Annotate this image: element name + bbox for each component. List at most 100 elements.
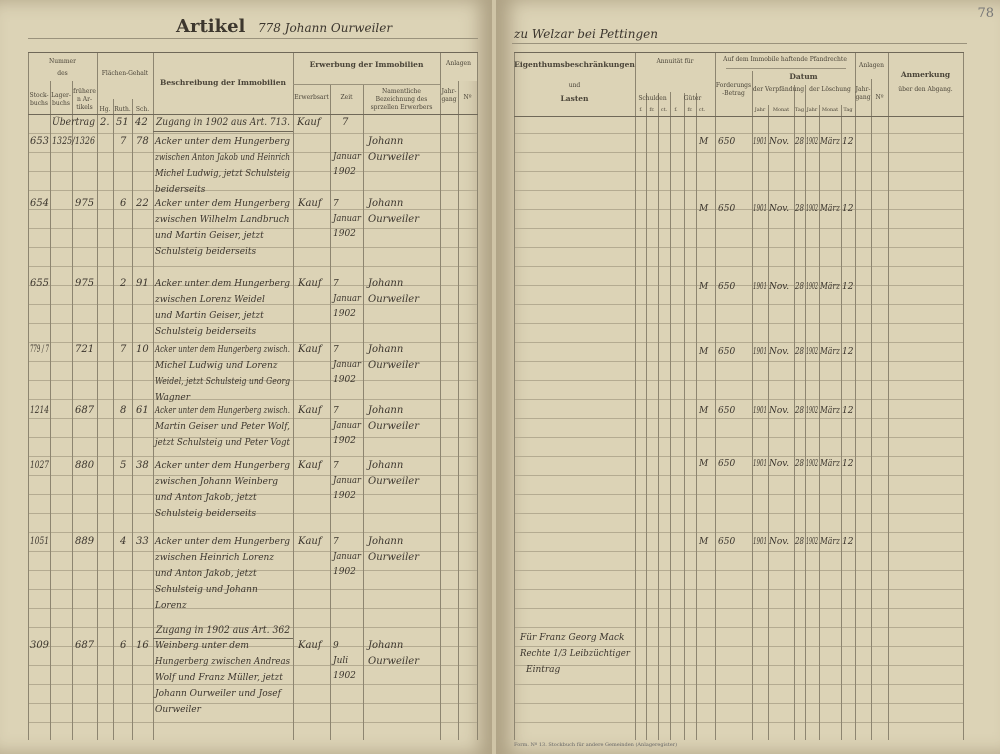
ruled-line: [28, 456, 478, 457]
mortgage-l-monat: März: [820, 347, 841, 357]
acquirer-name: Johann: [368, 405, 404, 416]
header-ueber: über den Abgang.: [898, 86, 953, 93]
ruled-line: [514, 171, 964, 172]
header-annuity-sub: f.: [674, 107, 678, 113]
column-rule: [458, 52, 459, 740]
ruled-line: [28, 152, 478, 153]
header-annuity-sub: fr.: [687, 107, 693, 113]
mortgage-currency: M: [699, 347, 709, 357]
column-rule: [28, 52, 29, 740]
area-a: 38: [136, 460, 149, 471]
description-line: Acker unter dem Hungerberg: [155, 537, 290, 547]
column-rule: [696, 52, 697, 740]
mortgage-amount: 650: [718, 137, 736, 147]
mortgage-v-jahr: 1901: [753, 282, 767, 292]
page-number: 78: [977, 6, 994, 21]
description-line: Acker unter dem Hungerberg zwisch.: [155, 345, 290, 355]
ruled-line: [514, 608, 964, 609]
ruled-line: [514, 247, 964, 248]
area-ha: 8: [120, 405, 127, 416]
acquisition-date: 1902: [333, 436, 356, 446]
ruled-line: [514, 570, 964, 571]
ruled-line: [514, 152, 964, 153]
description-line: Schulsteig beiderseits: [155, 509, 257, 519]
ruled-line: [514, 285, 964, 286]
header-span: [441, 53, 477, 81]
ruled-line: [514, 418, 964, 419]
lager-number: 880: [75, 460, 95, 471]
stock-number: 1051: [30, 536, 49, 547]
ruled-line: [514, 722, 964, 723]
acquisition-date: 7: [333, 406, 339, 416]
column-rule: [819, 52, 820, 740]
intro-desc: Zugang in 1902 aus Art. 713.: [156, 117, 291, 128]
mortgage-amount: 650: [718, 347, 736, 357]
column-rule: [113, 52, 114, 740]
header-anlagen: Anlagen: [446, 60, 471, 67]
acquisition-date: 1902: [333, 375, 356, 385]
article-owner: 778 Johann Ourweiler: [258, 21, 393, 35]
ruled-line: [28, 133, 478, 134]
ruled-line: [514, 456, 964, 457]
ruled-line: [514, 475, 964, 476]
lager-number: 1325/1326: [52, 136, 95, 147]
header-eigenthum: Eigenthumsbeschränkungen: [514, 60, 635, 69]
mortgage-l-jahr: 1902: [806, 459, 819, 469]
area-ha: 7: [120, 136, 127, 147]
description-line: Acker unter dem Hungerberg: [155, 279, 290, 289]
description-line: Ourweiler: [155, 705, 201, 715]
mortgage-amount: 650: [718, 459, 736, 469]
acquisition-date: 1902: [333, 309, 356, 319]
header-lasten: Lasten: [560, 94, 589, 103]
acquirer-name: Ourweiler: [368, 294, 419, 305]
ruled-line: [514, 494, 964, 495]
area-ha: 6: [120, 198, 127, 209]
mortgage-amount: 650: [718, 282, 736, 292]
mortgage-l-monat: März: [820, 459, 841, 469]
mortgage-l-jahr: 1902: [806, 137, 819, 147]
header-schulden: Schulden: [638, 95, 667, 102]
area-a: 61: [136, 405, 149, 416]
header-span: [753, 71, 855, 85]
intro-ha: 2.: [100, 117, 110, 128]
ruled-line: [514, 323, 964, 324]
acquirer-name: Johann: [368, 344, 404, 355]
mortgage-l-tag: 12: [842, 537, 854, 547]
ruled-line: [514, 304, 964, 305]
ruled-line: [514, 665, 964, 666]
header-namentliche: Namentliche Bezeichnung des sprzellen Er…: [370, 88, 433, 111]
stock-number: 1027: [30, 460, 49, 471]
mortgage-v-tag: 28: [795, 137, 805, 147]
acquisition-date: 7: [333, 279, 339, 289]
area-a: 16: [136, 640, 149, 651]
acquisition-date: 1902: [333, 229, 356, 239]
mortgage-l-jahr: 1902: [806, 204, 819, 214]
mortgage-amount: 650: [718, 406, 736, 416]
acquisition-date: Januar: [333, 360, 361, 370]
ruled-line: [514, 399, 964, 400]
ruled-line: [514, 513, 964, 514]
ruled-line: [28, 437, 478, 438]
description-line: Michel Ludwig, jetzt Schulsteig: [155, 169, 291, 179]
pre-underline: [153, 638, 293, 639]
mortgage-currency: M: [699, 204, 709, 214]
column-rule: [768, 52, 769, 740]
description-line: und Anton Jakob, jetzt: [155, 569, 257, 579]
ruled-line: [514, 646, 964, 647]
column-rule: [514, 52, 515, 740]
acquirer-name: Ourweiler: [368, 552, 419, 563]
ruled-line: [514, 209, 964, 210]
header-date-tag: Tag: [794, 107, 805, 113]
restriction-note-line: Eintrag: [526, 665, 561, 675]
acquirer-name: Johann: [368, 278, 404, 289]
acquirer-name: Johann: [368, 198, 404, 209]
intro-a: 51: [116, 117, 129, 128]
header-subrule: [293, 84, 440, 85]
area-a: 91: [136, 278, 149, 289]
mortgage-l-monat: März: [820, 282, 841, 292]
column-rule: [805, 52, 806, 740]
acquisition-date: Januar: [333, 476, 361, 486]
acquisition-date: 7: [333, 199, 339, 209]
description-line: Martin Geiser und Peter Wolf,: [155, 422, 291, 432]
mortgage-currency: M: [699, 282, 709, 292]
